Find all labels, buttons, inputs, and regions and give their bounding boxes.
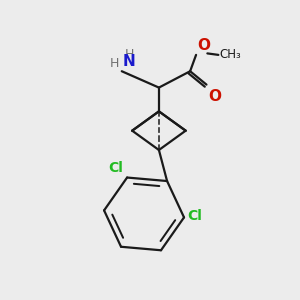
Text: Cl: Cl bbox=[109, 161, 124, 175]
Text: N: N bbox=[123, 54, 136, 69]
Text: O: O bbox=[208, 89, 222, 104]
Text: O: O bbox=[198, 38, 211, 53]
Text: Cl: Cl bbox=[188, 209, 202, 223]
Text: CH₃: CH₃ bbox=[220, 48, 242, 62]
Text: H: H bbox=[110, 57, 119, 70]
Text: H: H bbox=[124, 48, 134, 61]
